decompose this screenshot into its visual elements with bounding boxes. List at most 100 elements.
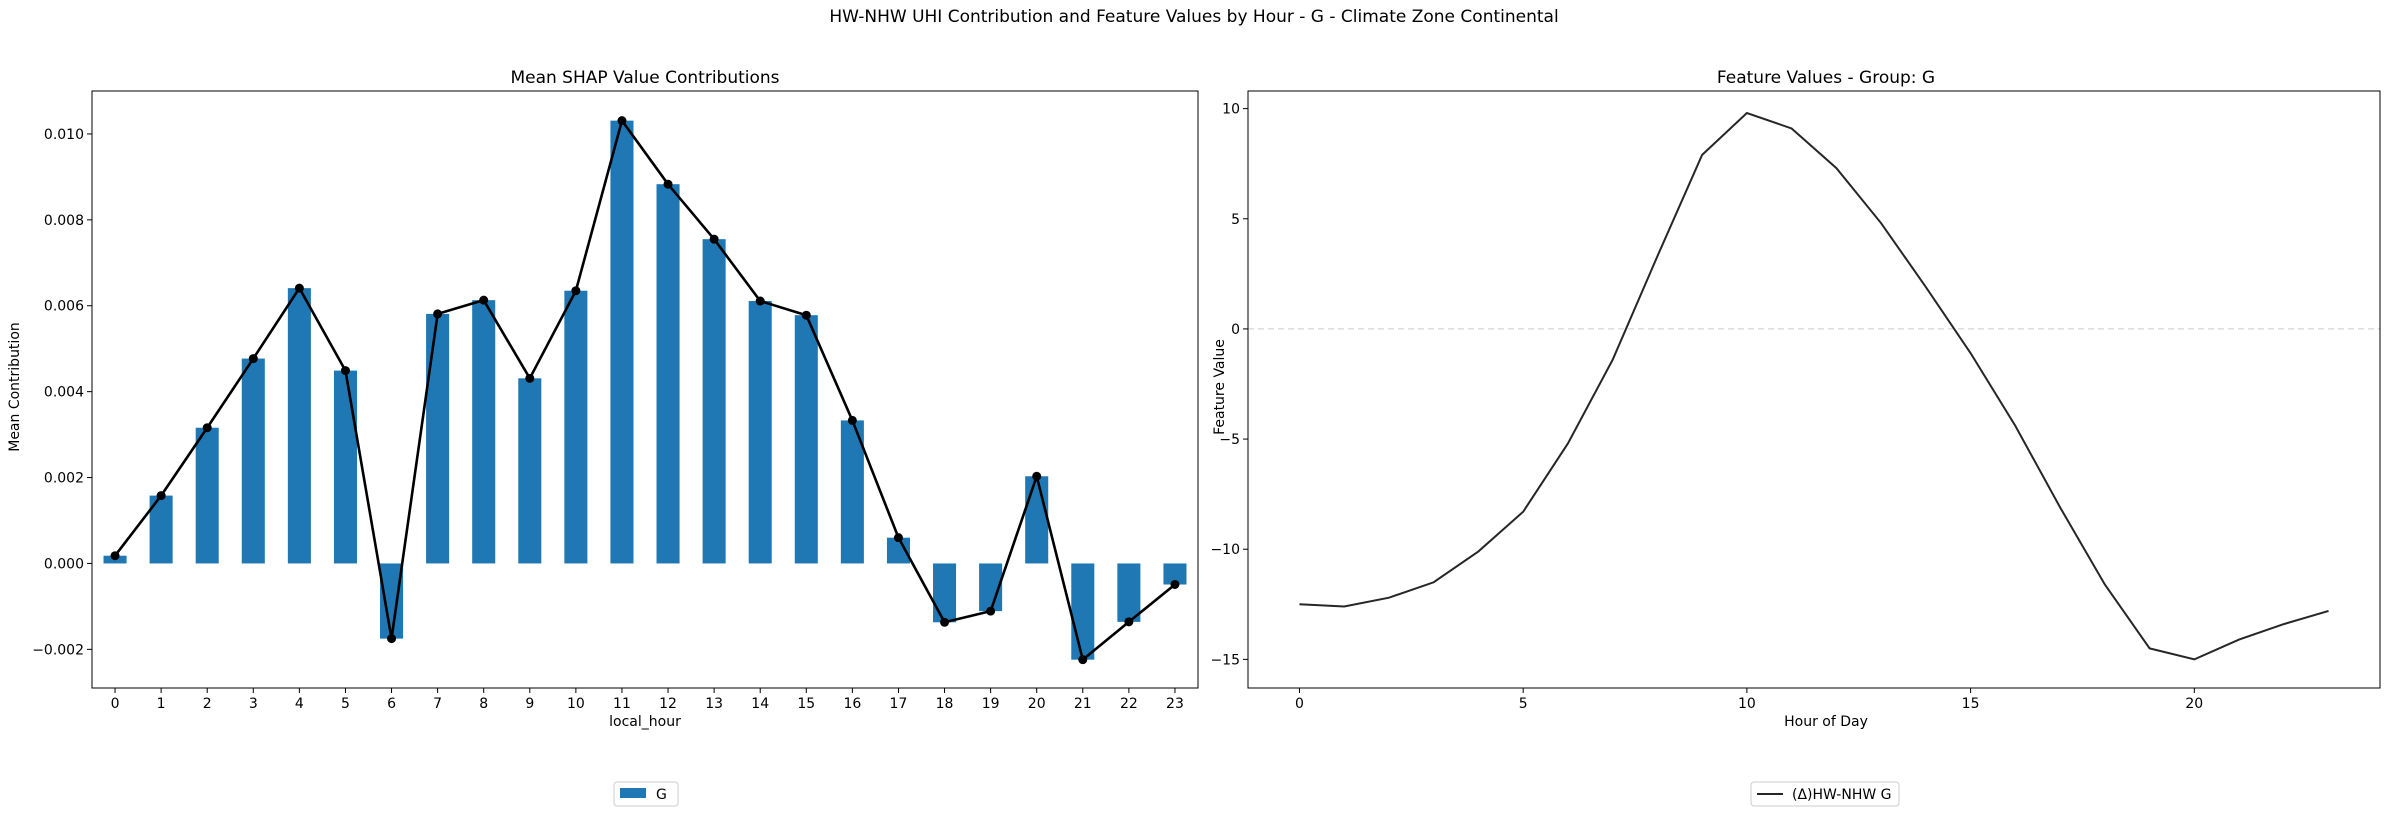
shap-x-tick-label: 0 bbox=[111, 696, 120, 712]
feature-legend-box bbox=[1750, 781, 1900, 807]
shap-x-tick-label: 21 bbox=[1074, 696, 1092, 712]
shap-legend-swatch bbox=[620, 788, 646, 798]
shap-legend: G bbox=[613, 781, 679, 807]
shap-overlay-point-17 bbox=[893, 533, 903, 543]
shap-y-tick-label: −0.002 bbox=[32, 642, 84, 658]
shap-axes-frame bbox=[91, 90, 1199, 689]
shap-bar-10 bbox=[564, 290, 588, 564]
shap-x-tick-label: 22 bbox=[1120, 696, 1138, 712]
shap-y-tick-label: 0.002 bbox=[44, 471, 84, 487]
shap-overlay-point-10 bbox=[571, 286, 581, 296]
shap-x-tick-label: 11 bbox=[613, 696, 631, 712]
shap-x-tick-label: 3 bbox=[249, 696, 258, 712]
shap-y-tick-label: 0.010 bbox=[44, 127, 84, 143]
shap-x-tick-label: 1 bbox=[157, 696, 166, 712]
shap-overlay-point-3 bbox=[248, 354, 258, 364]
shap-overlay-point-9 bbox=[525, 373, 535, 383]
shap-bar-15 bbox=[794, 315, 818, 564]
shap-x-tick-label: 12 bbox=[659, 696, 677, 712]
shap-overlay-polyline bbox=[114, 119, 1176, 661]
shap-overlay-point-14 bbox=[755, 296, 765, 306]
shap-overlay-point-8 bbox=[479, 295, 489, 305]
shap-x-tick-label: 2 bbox=[203, 696, 212, 712]
shap-x-tick-label: 15 bbox=[797, 696, 815, 712]
shap-bar-5 bbox=[333, 370, 357, 564]
shap-overlay-point-20 bbox=[1032, 471, 1042, 481]
shap-overlay-point-6 bbox=[387, 634, 397, 644]
shap-bar-7 bbox=[426, 313, 450, 564]
shap-bar-16 bbox=[840, 420, 864, 564]
feature-y-axis-label: Feature Value bbox=[1212, 339, 1228, 435]
feature-x-tick-label: 15 bbox=[1962, 696, 1980, 712]
feature-y-tick-label: 10 bbox=[1222, 102, 1240, 118]
shap-overlay-point-22 bbox=[1124, 617, 1134, 627]
shap-overlay-point-13 bbox=[709, 234, 719, 244]
shap-overlay-point-16 bbox=[847, 415, 857, 425]
shap-x-tick-label: 5 bbox=[341, 696, 350, 712]
shap-bar-3 bbox=[241, 358, 265, 564]
shap-overlay-point-23 bbox=[1170, 579, 1180, 589]
feature-x-axis-label: Hour of Day bbox=[1784, 714, 1868, 730]
shap-x-tick-label: 4 bbox=[295, 696, 304, 712]
shap-bar-13 bbox=[702, 239, 726, 564]
shap-x-tick-label: 20 bbox=[1028, 696, 1046, 712]
shap-x-ticks: 0 1 2 3 4 5 6 7 8 9 10 11 12 13 14 15 16 17 18 19 20 21 22 23 bbox=[111, 688, 1184, 712]
shap-overlay-point-19 bbox=[986, 606, 996, 616]
shap-overlay-point-1 bbox=[156, 491, 166, 501]
shap-bar-21 bbox=[1071, 563, 1095, 660]
feature-value-chart: Feature Values - Group: G 0 5 10 15 20 −15−1… bbox=[1210, 68, 2381, 807]
shap-x-tick-label: 16 bbox=[843, 696, 861, 712]
shap-bar-22 bbox=[1117, 563, 1141, 622]
feature-y-tick-label: 0 bbox=[1231, 322, 1240, 338]
shap-bar-19 bbox=[979, 563, 1003, 612]
feature-x-tick-label: 10 bbox=[1738, 696, 1756, 712]
shap-bar-18 bbox=[933, 563, 957, 623]
shap-bar-8 bbox=[472, 300, 496, 564]
feature-x-ticks: 0 5 10 15 20 bbox=[1295, 688, 2203, 712]
shap-x-tick-label: 10 bbox=[567, 696, 585, 712]
feature-legend-label: (Δ)HW-NHW G bbox=[1792, 787, 1892, 803]
shap-bar-4 bbox=[287, 288, 311, 564]
shap-y-tick-label: 0.006 bbox=[44, 299, 84, 315]
shap-overlay-point-0 bbox=[110, 551, 120, 561]
feature-y-tick-label: −15 bbox=[1210, 652, 1240, 668]
shap-y-ticks: −0.002 0.000 0.002 0.004 0.006 0.008 0.010 bbox=[32, 127, 92, 658]
shap-overlay-point-11 bbox=[617, 116, 627, 126]
shap-y-tick-label: 0.008 bbox=[44, 213, 84, 229]
shap-y-axis-label: Mean Contribution bbox=[7, 322, 23, 452]
feature-x-tick-label: 20 bbox=[2185, 696, 2203, 712]
shap-x-tick-label: 8 bbox=[479, 696, 488, 712]
shap-chart-title: Mean SHAP Value Contributions bbox=[510, 68, 779, 88]
shap-overlay-point-5 bbox=[340, 366, 350, 376]
feature-x-tick-label: 0 bbox=[1295, 696, 1304, 712]
shap-bar-6 bbox=[380, 563, 404, 639]
shap-overlay-line bbox=[110, 116, 1180, 665]
shap-x-axis-label: local_hour bbox=[609, 714, 681, 730]
shap-bar-2 bbox=[195, 427, 219, 564]
feature-legend: (Δ)HW-NHW G bbox=[1750, 781, 1900, 807]
figure-suptitle: HW-NHW UHI Contribution and Feature Valu… bbox=[829, 7, 1558, 27]
shap-legend-label: G bbox=[656, 787, 667, 803]
shap-x-tick-label: 18 bbox=[936, 696, 954, 712]
feature-y-tick-label: −5 bbox=[1219, 432, 1240, 448]
shap-overlay-point-21 bbox=[1078, 655, 1088, 665]
shap-x-tick-label: 7 bbox=[433, 696, 442, 712]
shap-bar-9 bbox=[518, 378, 542, 564]
shap-bar-17 bbox=[886, 537, 910, 564]
feature-axes-frame bbox=[1247, 90, 2381, 689]
shap-overlay-point-15 bbox=[801, 310, 811, 320]
shap-overlay-point-18 bbox=[940, 617, 950, 627]
shap-bar-1 bbox=[149, 495, 173, 564]
shap-bar-12 bbox=[656, 184, 680, 564]
shap-overlay-point-7 bbox=[433, 309, 443, 319]
feature-y-tick-label: 5 bbox=[1231, 212, 1240, 228]
shap-x-tick-label: 23 bbox=[1166, 696, 1184, 712]
shap-x-tick-label: 9 bbox=[525, 696, 534, 712]
shap-bars bbox=[103, 120, 1187, 660]
shap-x-tick-label: 19 bbox=[982, 696, 1000, 712]
shap-bar-11 bbox=[610, 120, 634, 564]
feature-series-line bbox=[1299, 111, 2329, 661]
feature-x-tick-label: 5 bbox=[1519, 696, 1528, 712]
